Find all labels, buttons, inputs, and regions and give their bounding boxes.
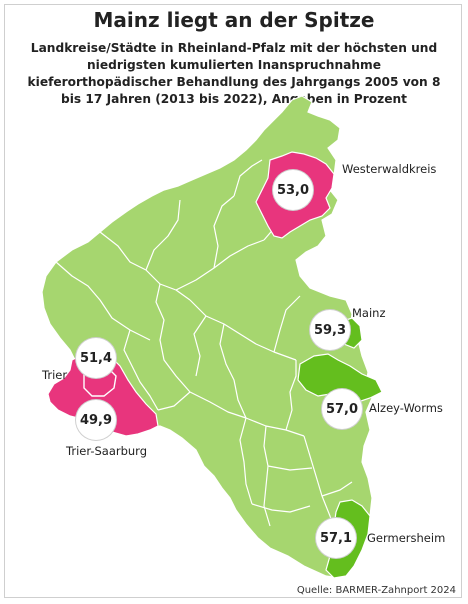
map-title: Mainz liegt an der Spitze [93, 8, 375, 32]
value-bubble-alzey-worms: 57,0 [322, 389, 362, 429]
value-bubble-mainz: 59,3 [310, 310, 350, 350]
region-alzey-worms [297, 353, 383, 403]
map-subtitle: Landkreise/Städte in Rheinland-Pfalz mit… [27, 41, 441, 106]
label-trier: Trier [42, 368, 68, 382]
label-westerwaldkreis: Westerwaldkreis [342, 162, 437, 176]
label-alzey-worms: Alzey-Worms [369, 401, 443, 415]
value-bubble-westerwaldkreis: 53,0 [273, 170, 313, 210]
label-germersheim: Germersheim [367, 531, 446, 545]
value-bubble-trier: 51,4 [76, 338, 116, 378]
value-bubble-trier-saarburg: 49,9 [76, 400, 116, 440]
value-bubble-germersheim: 57,1 [316, 518, 356, 558]
district-borders [55, 159, 353, 537]
label-trier-saarburg: Trier-Saarburg [66, 444, 148, 458]
label-mainz: Mainz [352, 306, 386, 320]
source-note: Quelle: BARMER-Zahnport 2024 [296, 585, 456, 596]
